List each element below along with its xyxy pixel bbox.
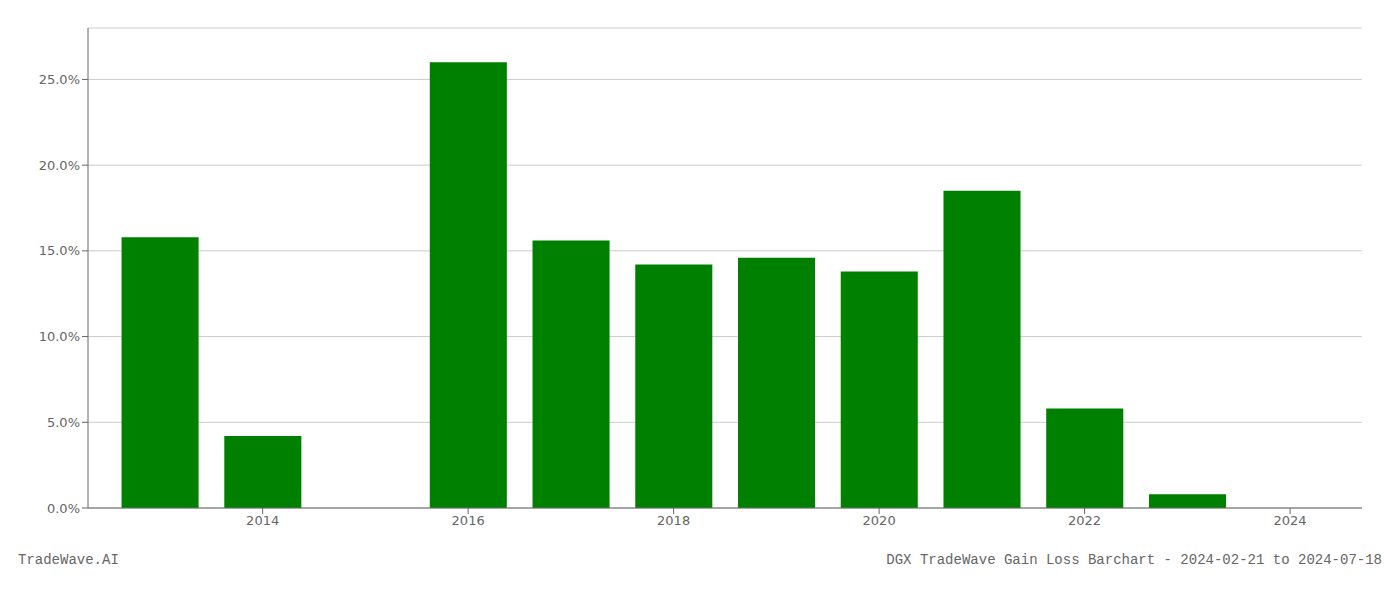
html-text:DGX TradeWave Gain Loss Barcha: DGX TradeWave Gain Loss Barchart - 2024-… [886, 552, 1382, 568]
svg-text:5.0%: 5.0% [47, 415, 80, 430]
svg-text:20.0%: 20.0% [39, 158, 80, 173]
svg-text:2024: 2024 [1274, 513, 1307, 528]
svg-text:2022: 2022 [1068, 513, 1101, 528]
svg-text:25.0%: 25.0% [39, 72, 80, 87]
svg-text:0.0%: 0.0% [47, 501, 80, 516]
svg-text:2016: 2016 [452, 513, 485, 528]
svg-text:10.0%: 10.0% [39, 329, 80, 344]
svg-text:2020: 2020 [863, 513, 896, 528]
svg-text:15.0%: 15.0% [39, 243, 80, 258]
svg-text:2014: 2014 [246, 513, 279, 528]
svg-text:2018: 2018 [657, 513, 690, 528]
html-text:TradeWave.AI: TradeWave.AI [18, 552, 119, 568]
